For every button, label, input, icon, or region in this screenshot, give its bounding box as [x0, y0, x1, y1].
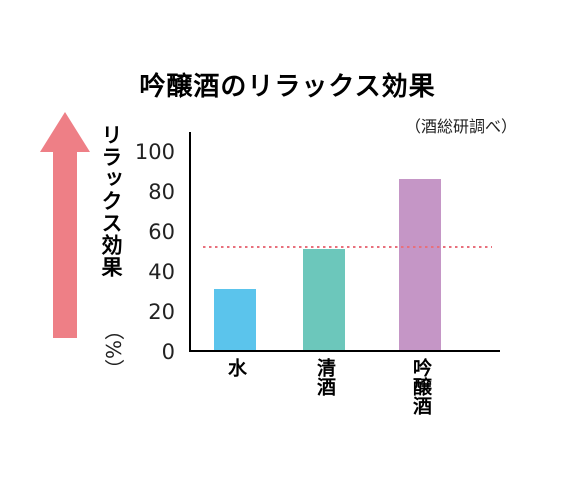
chart-title: 吟醸酒のリラックス効果 [139, 72, 436, 102]
bar-2 [303, 249, 345, 351]
chart-source-note: （酒総研調べ） [404, 117, 517, 136]
up-arrow-icon [40, 112, 90, 338]
y-tick-label: 60 [148, 220, 175, 244]
x-category-label: 清酒 [314, 358, 336, 396]
x-category-label: 水 [225, 358, 247, 377]
y-tick-label: 20 [148, 300, 175, 324]
y-axis-unit: （%） [101, 320, 125, 380]
bar-3 [399, 179, 441, 351]
bar-1 [214, 289, 256, 351]
y-tick-label: 100 [135, 140, 175, 164]
y-tick-label: 80 [148, 180, 175, 204]
x-category-label: 吟醸酒 [410, 358, 432, 415]
y-tick-label: 0 [162, 340, 175, 364]
y-axis-label: リラックス効果 [99, 124, 123, 278]
y-tick-label: 40 [148, 260, 175, 284]
